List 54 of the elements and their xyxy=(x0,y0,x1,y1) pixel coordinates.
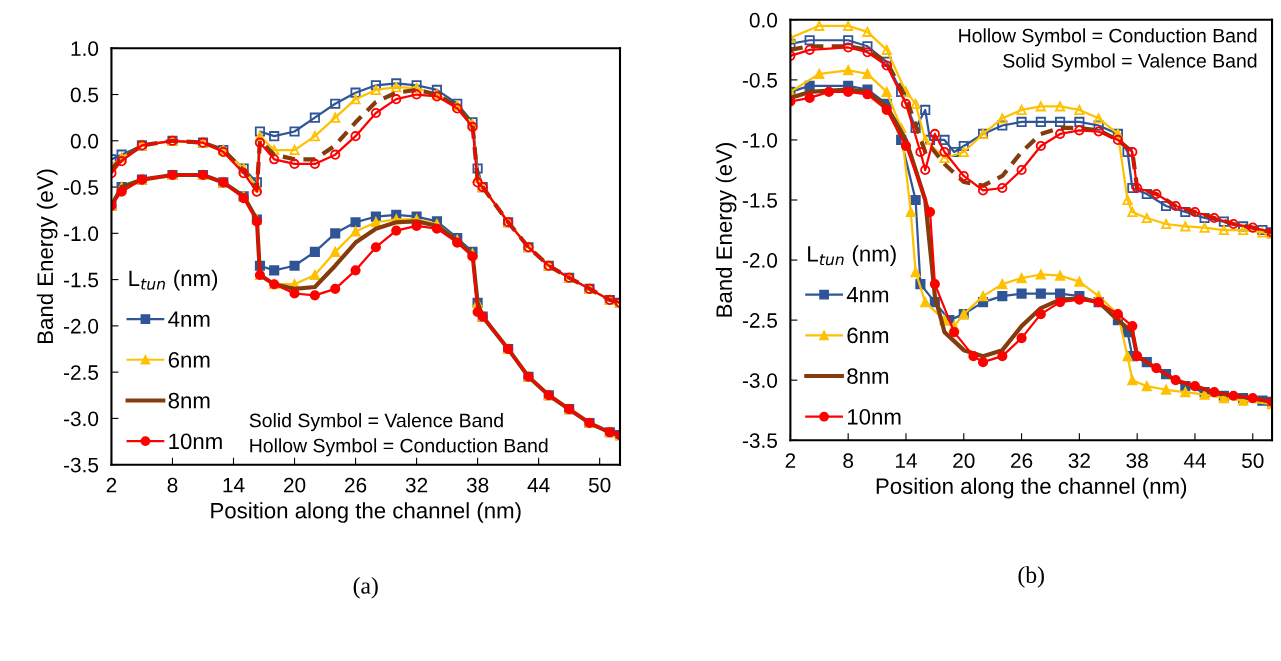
x-tick-label: 14 xyxy=(223,477,245,493)
x-tick-label: 26 xyxy=(345,477,367,493)
x-tick-label: 50 xyxy=(1242,453,1264,469)
y-tick-label: -1.5 xyxy=(742,193,778,208)
x-tick-label: 38 xyxy=(466,477,489,493)
legend-label: 6nm xyxy=(168,352,210,368)
x-tick-label: 20 xyxy=(953,453,975,469)
legend-label: 10nm xyxy=(169,433,222,450)
x-tick-label: 2 xyxy=(106,477,117,493)
legend-label: 8nm xyxy=(168,392,210,409)
y-tick-label: -3.0 xyxy=(742,373,778,388)
y-tick-label: 0.0 xyxy=(70,133,99,149)
y-tick-label: -3.0 xyxy=(63,411,99,427)
x-axis-title: Position along the channel (nm) xyxy=(876,477,1187,499)
y-tick-label: -1.0 xyxy=(63,226,99,242)
y-tick-label: -0.5 xyxy=(742,72,778,88)
y-tick-label: -3.5 xyxy=(63,457,99,473)
x-tick-label: 44 xyxy=(527,477,550,493)
annotation: Solid Symbol = Valence Band Hollow Symbol = Conduction Band xyxy=(249,413,548,457)
x-tick-label: 14 xyxy=(895,453,917,468)
text: (b) xyxy=(1018,566,1044,588)
y-axis-title: Band Energy (eV) xyxy=(715,143,737,317)
text: (a) xyxy=(353,577,378,599)
legend-label: 4nm xyxy=(168,311,210,327)
y-tick-label: -2.0 xyxy=(742,253,778,268)
y-tick-label: -1.0 xyxy=(742,132,778,148)
x-tick-label: 8 xyxy=(167,477,178,493)
y-tick-label: -3.5 xyxy=(742,433,778,448)
y-tick-label: -2.0 xyxy=(63,318,99,334)
x-tick-label: 2 xyxy=(785,453,796,468)
y-axis-title: Band Energy (eV) xyxy=(36,169,58,343)
y-tick-label: -0.5 xyxy=(63,180,99,195)
y-tick-label: 0.5 xyxy=(70,87,99,103)
legend-label: 10nm xyxy=(848,408,901,425)
y-tick-label: 0.0 xyxy=(749,12,778,28)
y-tick-label: -2.5 xyxy=(742,313,778,328)
x-tick-label: 20 xyxy=(283,477,306,493)
legend-label: 8nm xyxy=(847,368,889,385)
x-tick-label: 32 xyxy=(1068,453,1090,469)
x-tick-label: 8 xyxy=(843,453,854,469)
legend-label: 6nm xyxy=(847,327,889,344)
y-tick-label: -1.5 xyxy=(63,272,99,288)
x-tick-label: 38 xyxy=(1126,453,1148,469)
y-tick-label: -2.5 xyxy=(63,365,99,380)
x-tick-label: 26 xyxy=(1011,453,1033,469)
x-tick-label: 44 xyxy=(1183,453,1206,468)
x-axis-title: Position along the channel (nm) xyxy=(211,502,521,523)
x-tick-label: 32 xyxy=(405,477,428,493)
legend-label: 4nm xyxy=(846,287,889,303)
annotation: Hollow Symbol = Conduction Band Solid Symbol = Valence Band xyxy=(959,28,1257,72)
x-tick-label: 50 xyxy=(588,477,611,493)
legend-title: L$_{tun}$ (nm) xyxy=(808,245,896,267)
y-tick-label: 1.0 xyxy=(71,41,99,57)
legend-title: L$_{tun}$ (nm) xyxy=(129,269,218,291)
